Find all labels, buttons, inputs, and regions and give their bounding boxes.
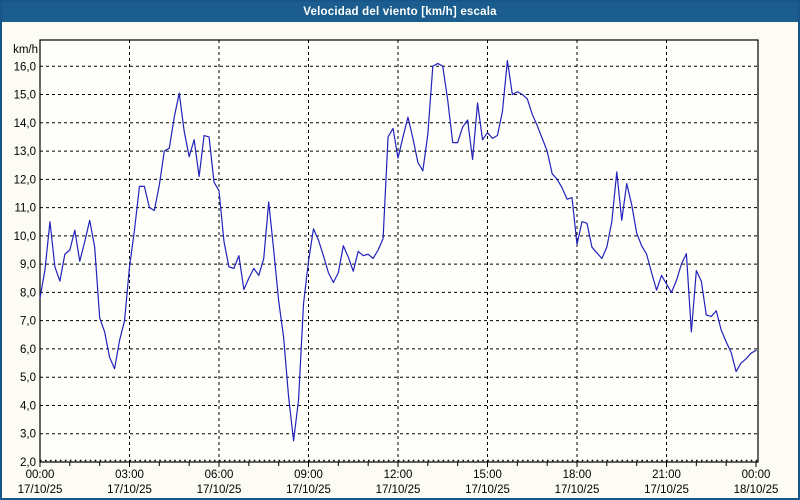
plot-frame — [39, 39, 759, 463]
y-tick-label: 9,0 — [20, 259, 36, 271]
y-tick-label: 5,0 — [20, 372, 36, 384]
wind-speed-line — [39, 60, 757, 442]
y-tick-label: 10,0 — [14, 231, 36, 243]
chart-title-bar: Velocidad del viento [km/h] escala — [2, 2, 798, 22]
x-tick-time-label: 00:00 — [26, 469, 55, 481]
y-tick-label: 4,0 — [20, 400, 36, 412]
wind-speed-chart: 16,0 15,0 14,0 13,0 12,0 11,0 10,0 9,0 8,0 7,0 6,0… — [2, 22, 798, 498]
y-tick-label: 15,0 — [14, 90, 36, 102]
y-axis-unit-label: km/h — [13, 44, 38, 56]
x-tick-date-label: 17/10/25 — [286, 484, 331, 496]
x-tick-date-label: 17/10/25 — [555, 484, 600, 496]
chart-title: Velocidad del viento [km/h] escala — [303, 6, 497, 18]
x-tick-time-label: 15:00 — [473, 469, 502, 481]
y-tick-label: 16,0 — [14, 61, 36, 73]
x-tick-time-label: 06:00 — [205, 469, 234, 481]
x-tick-date-label: 17/10/25 — [376, 484, 421, 496]
x-tick-date-label: 17/10/25 — [18, 484, 63, 496]
x-tick-date-label: 17/10/25 — [107, 484, 152, 496]
x-tick-time-label: 18:00 — [563, 469, 592, 481]
y-tick-label: 11,0 — [14, 203, 36, 215]
x-tick-date-label: 17/10/25 — [197, 484, 242, 496]
x-tick-date-label: 17/10/25 — [465, 484, 510, 496]
y-tick-label: 7,0 — [20, 316, 36, 328]
plot-background — [40, 40, 758, 462]
y-tick-label: 14,0 — [14, 118, 36, 130]
chart-area: 16,0 15,0 14,0 13,0 12,0 11,0 10,0 9,0 8,0 7,0 6,0… — [2, 22, 798, 498]
x-tick-time-label: 21:00 — [652, 469, 681, 481]
x-tick-date-label: 18/10/25 — [734, 484, 779, 496]
y-tick-label: 13,0 — [14, 146, 36, 158]
y-tick-label: 3,0 — [20, 429, 36, 441]
y-tick-label: 2,0 — [20, 457, 36, 469]
y-tick-label: 6,0 — [20, 344, 36, 356]
x-tick-time-label: 03:00 — [115, 469, 144, 481]
x-tick-time-label: 09:00 — [294, 469, 323, 481]
x-tick-time-label: 00:00 — [742, 469, 771, 481]
x-tick-date-label: 17/10/25 — [644, 484, 689, 496]
x-tick-time-label: 12:00 — [384, 469, 413, 481]
y-tick-label: 8,0 — [20, 287, 36, 299]
y-tick-label: 12,0 — [14, 174, 36, 186]
